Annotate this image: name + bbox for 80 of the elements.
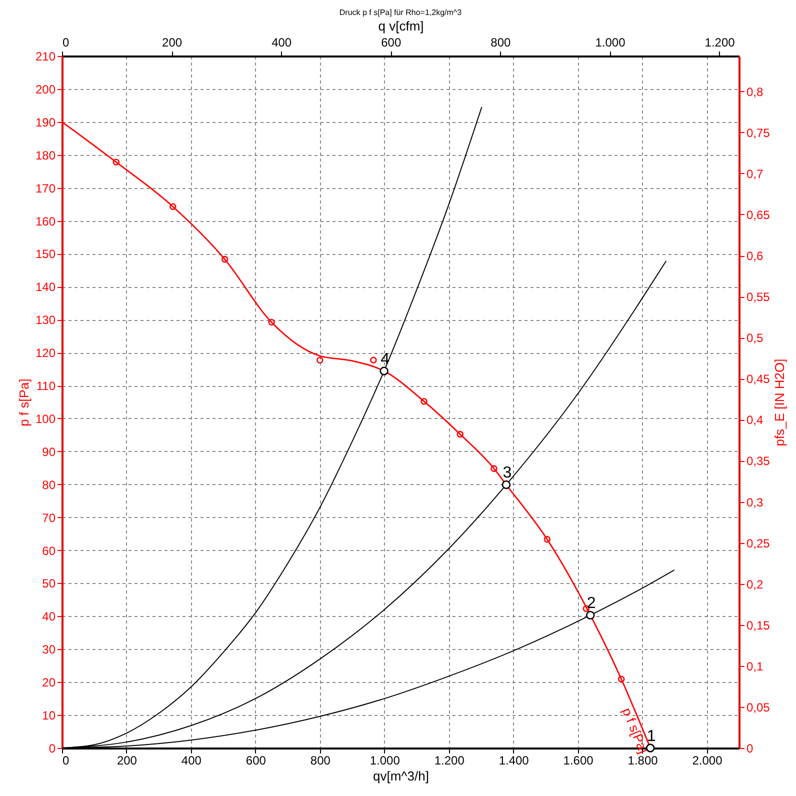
x-tick-label: 1.200	[434, 754, 465, 768]
y-tick-label: 150	[35, 247, 56, 262]
y-tick-label: 160	[35, 214, 56, 228]
y2-tick-label: 0,7	[746, 166, 764, 181]
x2-tick-label: 0	[62, 36, 70, 50]
annotation: 2	[586, 595, 596, 612]
x2-tick-label: 1.200	[704, 36, 736, 50]
y-tick-label: 90	[42, 444, 56, 459]
y-tick-label: 170	[35, 181, 56, 196]
y2-tick-label: 0,8	[746, 84, 764, 99]
x2-tick-label: 1.000	[595, 36, 626, 50]
y-tick-label: 10	[42, 708, 56, 723]
point	[420, 398, 428, 405]
y2-tick-label: 0,75	[746, 126, 770, 140]
point	[112, 158, 120, 166]
y-tick-label: 70	[42, 510, 56, 525]
y2-tick-label: 0,4	[746, 413, 764, 428]
x-tick-label: 200	[116, 754, 138, 768]
x-tick-label: 1.800	[628, 754, 658, 768]
x2-tick-label: 600	[381, 36, 402, 50]
y2-tick-label: 0,3	[746, 495, 764, 510]
y-tick-label: 180	[35, 148, 56, 162]
annotation: 4	[380, 351, 390, 368]
x-tick-label: 400	[181, 754, 202, 768]
y2-tick-label: 0,25	[746, 536, 770, 550]
point	[316, 356, 324, 364]
y-tick-label: 0	[48, 742, 56, 756]
x-tick-label: 2.000	[692, 754, 723, 768]
point	[170, 203, 176, 210]
point	[586, 610, 595, 620]
y2-tick-label: 0,45	[746, 372, 770, 386]
point	[370, 356, 377, 364]
chart-title: Druck p f s[Pa] für Rho=1,2kg/m^3	[339, 8, 462, 17]
y-tick-label: 140	[35, 280, 56, 294]
y-tick-label: 190	[35, 115, 56, 130]
y-tick-label: 120	[35, 346, 56, 360]
point	[456, 430, 464, 438]
y-tick-label: 80	[42, 478, 56, 492]
y2-tick-label: 0,65	[746, 208, 770, 222]
point	[490, 465, 498, 472]
y2-tick-label: 0,6	[746, 249, 764, 264]
y-tick-label: 30	[42, 642, 56, 657]
x-tick-label: 1.600	[563, 754, 594, 768]
annotation: 3	[502, 464, 512, 482]
x-tick-label: 600	[246, 754, 266, 768]
point	[221, 256, 228, 263]
x2-tick-label: 400	[272, 36, 292, 50]
point	[618, 676, 625, 683]
y2-axis-title: pfs_E [IN H2O]	[772, 358, 787, 446]
x-tick-label: 1.400	[498, 754, 530, 768]
y-tick-label: 60	[42, 544, 56, 558]
y-tick-label: 110	[36, 379, 56, 394]
x-axis-title: qv[m^3/h]	[373, 768, 429, 784]
x2-axis-title: q v[cfm]	[378, 18, 424, 34]
y2-tick-label: 0,05	[746, 700, 770, 714]
y-axis-title: p f s[Pa]	[16, 378, 32, 426]
y2-tick-label: 0,5	[746, 331, 764, 346]
x-tick-label: 0	[62, 754, 70, 768]
point	[544, 536, 551, 543]
y-tick-label: 210	[35, 50, 56, 64]
y2-tick-label: 0,1	[746, 659, 764, 674]
x2-tick-label: 200	[162, 36, 182, 50]
y2-tick-label: 0,2	[746, 577, 764, 592]
y-tick-label: 40	[42, 610, 56, 624]
y-tick-label: 200	[35, 82, 56, 96]
x2-tick-label: 800	[490, 36, 512, 50]
point	[502, 480, 511, 490]
y2-tick-label: 0,35	[746, 454, 770, 468]
y-tick-label: 100	[35, 412, 56, 426]
point	[380, 366, 388, 376]
y-tick-label: 50	[42, 576, 56, 591]
y-tick-label: 20	[42, 676, 56, 690]
y2-tick-label: 0,15	[746, 618, 770, 632]
point	[268, 318, 275, 326]
x-tick-label: 800	[310, 754, 331, 768]
y2-tick-label: 0,55	[746, 290, 770, 304]
annotation: 1	[646, 728, 656, 745]
x-tick-label: 1.000	[370, 754, 400, 768]
y2-tick-label: 0	[746, 742, 754, 756]
y-tick-label: 130	[35, 313, 56, 328]
